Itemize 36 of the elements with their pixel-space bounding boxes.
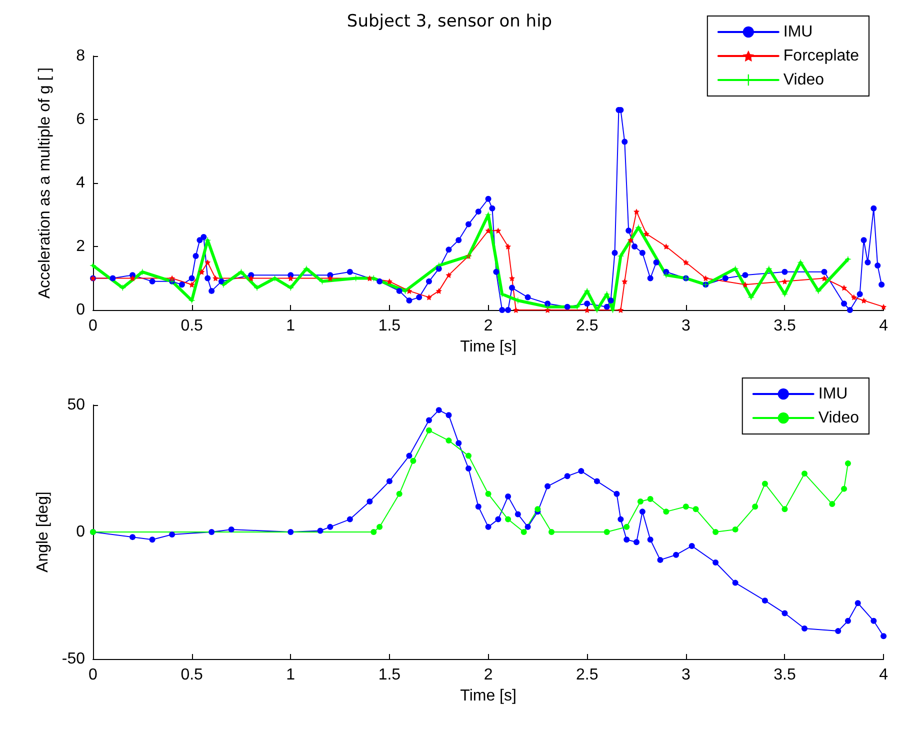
y-tick-label: -50	[62, 650, 86, 668]
chart-title: Subject 3, sensor on hip	[346, 12, 552, 32]
y-tick-label: 50	[67, 396, 86, 414]
y-axis-title: Acceleration as a multiple of g [ ]	[36, 67, 54, 299]
x-tick-label: 3	[681, 318, 690, 334]
legend-label: Video	[783, 72, 824, 88]
legend-label: Forceplate	[783, 48, 860, 64]
y-axis-title: Angle [deg]	[34, 492, 52, 572]
x-tick-label: 0.5	[180, 318, 204, 334]
y-tick-label: 0	[76, 302, 86, 318]
legend-label: IMU	[783, 24, 813, 40]
x-tick-label: 0.5	[180, 666, 204, 684]
x-tick-label: 3.5	[774, 318, 796, 334]
y-tick-label: 4	[76, 174, 86, 192]
x-axis-title: Time [s]	[460, 687, 516, 704]
x-tick-label: 3.5	[774, 666, 796, 684]
x-tick-label: 0	[88, 318, 98, 334]
x-tick-label: 2	[484, 318, 493, 334]
legend-label: Video	[818, 410, 860, 426]
x-tick-label: 3	[681, 666, 690, 684]
x-tick-label: 1	[286, 318, 296, 334]
x-tick-label: 4	[879, 666, 888, 684]
x-tick-label: 1	[286, 666, 296, 684]
y-tick-label: 0	[76, 524, 86, 540]
x-tick-label: 2	[484, 666, 493, 684]
y-tick-label: 8	[76, 48, 86, 64]
y-tick-label: 6	[76, 111, 86, 128]
x-tick-label: 2.5	[576, 666, 598, 684]
x-tick-label: 4	[879, 318, 888, 334]
x-axis-title: Time [s]	[460, 338, 516, 356]
x-tick-label: 2.5	[576, 318, 598, 334]
x-tick-label: 1.5	[378, 666, 401, 684]
x-tick-label: 1.5	[378, 318, 401, 334]
y-tick-label: 2	[76, 238, 86, 255]
x-tick-label: 0	[88, 666, 98, 684]
legend-label: IMU	[818, 386, 848, 402]
